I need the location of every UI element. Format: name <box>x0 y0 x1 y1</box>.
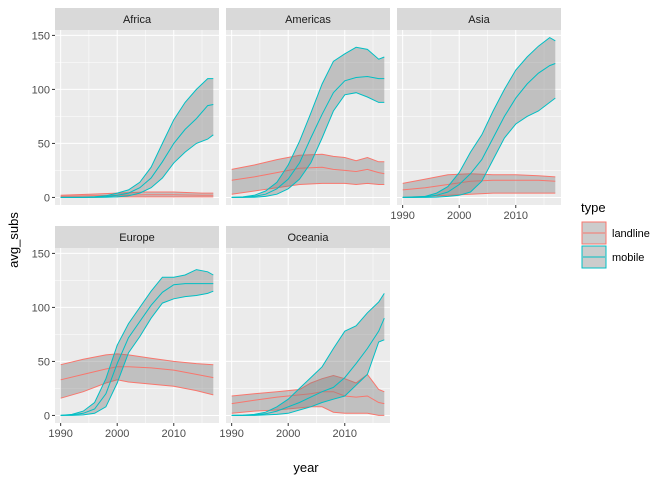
mid-line-landline-oceania <box>231 391 385 405</box>
x-tick-label: 2000 <box>447 210 471 222</box>
mid-line-mobile-africa <box>60 104 214 198</box>
ribbon-landline-oceania <box>231 374 385 416</box>
x-tick-label: 1990 <box>219 428 243 440</box>
legend-label-mobile: mobile <box>612 252 644 264</box>
x-axis-title: year <box>293 460 319 475</box>
panel-bg-americas <box>226 30 390 205</box>
y-axis-title: avg_subs <box>6 212 21 268</box>
legend-key-mobile <box>581 245 607 269</box>
x-tick-label: 2010 <box>333 428 357 440</box>
x-tick-label: 1990 <box>390 210 414 222</box>
ribbon-mobile-americas <box>231 47 385 198</box>
ribbon-mobile-asia <box>402 37 556 198</box>
strip-asia <box>397 8 561 30</box>
legend-key-landline <box>581 221 607 245</box>
y-tick-label: 150 <box>32 30 50 42</box>
y-tick-label: 50 <box>38 356 50 368</box>
lower-line-mobile-asia <box>402 97 556 198</box>
strip-label-americas: Americas <box>285 14 331 26</box>
upper-line-landline-americas <box>231 153 385 170</box>
panel-asia: Asia 1990 2000 2010 <box>390 8 561 222</box>
strip-label-europe: Europe <box>119 232 154 244</box>
y-tick-label: 150 <box>32 248 50 260</box>
upper-line-mobile-americas <box>231 46 385 198</box>
upper-line-mobile-oceania <box>231 293 385 416</box>
y-tick-label: 50 <box>38 138 50 150</box>
upper-line-landline-asia <box>402 173 556 184</box>
strip-europe <box>55 226 219 248</box>
ribbon-landline-americas <box>231 154 385 195</box>
mid-line-landline-africa <box>60 194 214 197</box>
legend-label-landline: landline <box>612 228 650 240</box>
ribbon-landline-asia <box>402 173 556 198</box>
x-tick-label: 2000 <box>276 428 300 440</box>
mid-line-mobile-americas <box>231 75 385 198</box>
y-tick-label: 100 <box>32 302 50 314</box>
legend-title: type <box>581 200 606 215</box>
strip-label-oceania: Oceania <box>288 232 330 244</box>
panel-americas: Americas <box>226 8 390 205</box>
x-tick-label: 2000 <box>105 428 129 440</box>
ribbon-mobile-africa <box>60 78 214 198</box>
upper-line-mobile-europe <box>60 269 214 416</box>
mid-line-landline-europe <box>60 366 214 381</box>
ribbon-mobile-europe <box>60 269 214 416</box>
panel-bg-europe <box>55 248 219 423</box>
strip-americas <box>226 8 390 30</box>
lower-line-mobile-americas <box>231 92 385 198</box>
panel-africa: Africa 0 50 100 150 <box>32 8 219 205</box>
strip-label-africa: Africa <box>123 14 152 26</box>
ribbon-mobile-oceania <box>231 293 385 416</box>
lower-line-landline-americas <box>231 182 385 195</box>
lower-line-landline-oceania <box>231 406 385 416</box>
panel-bg-africa <box>55 30 219 205</box>
strip-africa <box>55 8 219 30</box>
upper-line-mobile-asia <box>402 37 556 198</box>
lower-line-mobile-europe <box>60 290 214 416</box>
x-tick-label: 2010 <box>504 210 528 222</box>
strip-oceania <box>226 226 390 248</box>
upper-line-landline-oceania <box>231 373 385 397</box>
y-tick-label: 0 <box>44 192 50 204</box>
panel-europe: Europe 0 50 100 150 1990 2000 2010 <box>32 226 219 440</box>
upper-line-landline-africa <box>60 191 214 196</box>
mid-line-mobile-oceania <box>231 318 385 416</box>
x-tick-label: 2010 <box>162 428 186 440</box>
x-tick-label: 1990 <box>48 428 72 440</box>
mid-line-mobile-asia <box>402 63 556 198</box>
mid-line-mobile-europe <box>60 283 214 416</box>
panel-oceania: Oceania 1990 2000 2010 <box>219 226 390 440</box>
mid-line-landline-americas <box>231 166 385 181</box>
legend: type landline mobile <box>581 200 650 269</box>
lower-line-landline-europe <box>60 379 214 399</box>
y-tick-label: 0 <box>44 410 50 422</box>
upper-line-landline-europe <box>60 353 214 366</box>
ribbon-landline-europe <box>60 353 214 399</box>
lower-line-mobile-oceania <box>231 339 385 416</box>
y-tick-label: 100 <box>32 84 50 96</box>
strip-label-asia: Asia <box>468 14 490 26</box>
